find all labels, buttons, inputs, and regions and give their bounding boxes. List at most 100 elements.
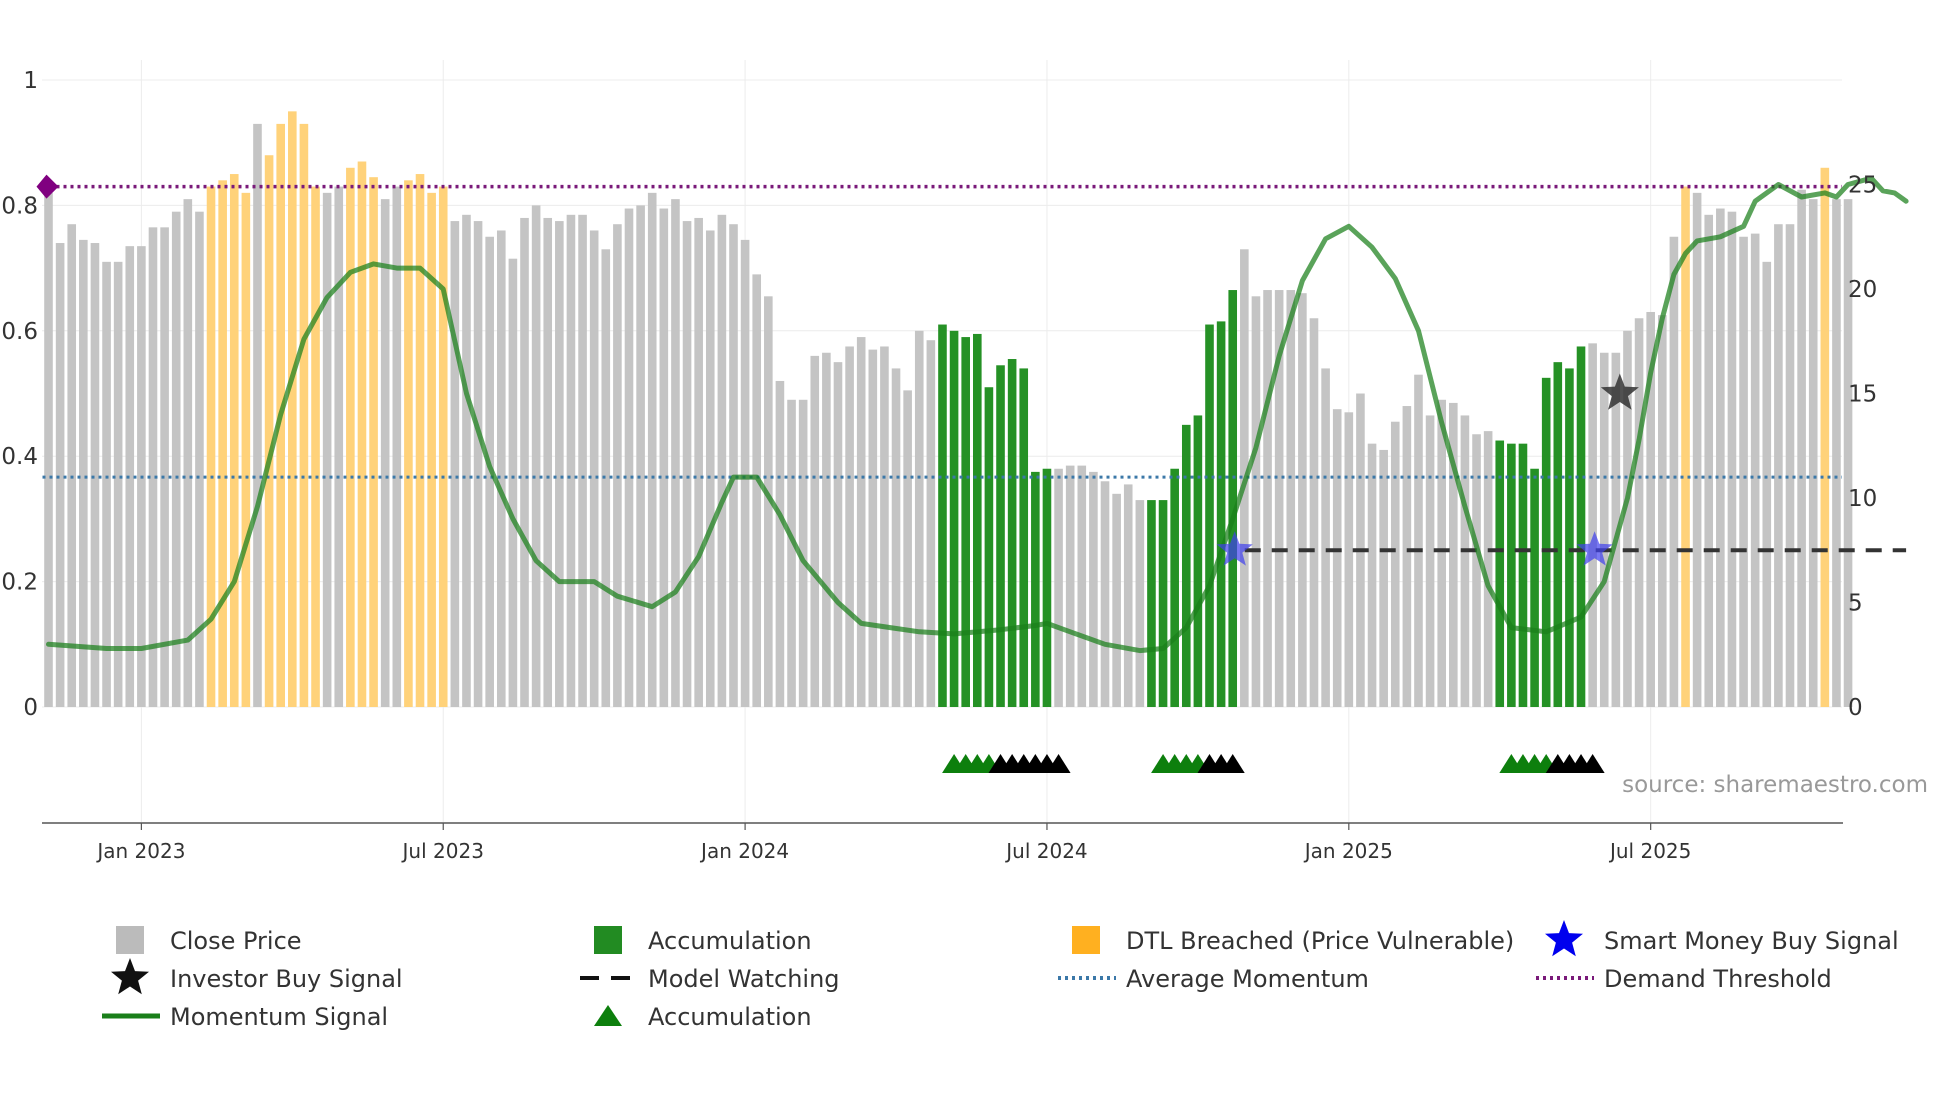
close-price-bar xyxy=(183,199,193,707)
accumulation-bar xyxy=(996,365,1005,707)
close-price-bar xyxy=(903,390,912,707)
legend-label: Accumulation xyxy=(648,927,812,955)
close-price-bar xyxy=(1634,318,1644,707)
x-tick-label: Jul 2023 xyxy=(401,839,484,863)
accumulation-bar xyxy=(1007,359,1017,707)
left-tick-label: 0.2 xyxy=(1,570,38,596)
close-price-bar xyxy=(694,217,703,707)
close-price-bar xyxy=(1274,290,1284,707)
close-price-bar xyxy=(171,211,181,708)
close-price-bar xyxy=(671,199,680,707)
close-price-bar xyxy=(253,123,262,707)
close-price-bar xyxy=(752,274,762,707)
close-price-bar xyxy=(1832,199,1841,707)
model-watching-triangle xyxy=(1580,754,1605,773)
close-price-bar xyxy=(1089,471,1098,707)
smart-money-buy-star xyxy=(1216,531,1253,566)
close-price-bar xyxy=(1100,481,1110,707)
dtl-breached-bar xyxy=(357,161,367,707)
right-tick-label: 0 xyxy=(1848,695,1863,721)
accumulation-bar xyxy=(1205,324,1214,707)
close-price-bar xyxy=(380,199,390,707)
close-price-bar xyxy=(1483,431,1493,707)
accumulation-bar xyxy=(1228,290,1238,707)
close-price-bar xyxy=(1054,468,1063,707)
close-price-bar xyxy=(775,380,785,707)
close-price-bar xyxy=(1449,402,1458,707)
accumulation-bar xyxy=(1518,443,1528,707)
close-price-bar xyxy=(531,205,541,707)
accumulation-bar xyxy=(1541,377,1551,707)
legend-triangle-icon xyxy=(594,1005,622,1026)
legend-swatch xyxy=(594,926,622,954)
dtl-breached-bar xyxy=(241,192,251,708)
close-price-bar xyxy=(1402,406,1412,707)
close-price-bar xyxy=(880,346,889,707)
x-tick-label: Jan 2024 xyxy=(699,839,789,863)
close-price-bar xyxy=(450,221,460,707)
close-price-bar xyxy=(1065,465,1075,707)
model-watching-triangle xyxy=(1220,754,1245,773)
close-price-bar xyxy=(462,214,471,707)
legend-item: Close Price xyxy=(116,926,302,955)
close-price-bar xyxy=(787,399,796,707)
dtl-breached-bar xyxy=(229,174,239,708)
accumulation-bar xyxy=(1147,500,1156,707)
legend-label: Average Momentum xyxy=(1126,965,1369,993)
close-price-bar xyxy=(729,224,738,707)
accumulation-bar xyxy=(1170,468,1179,707)
close-price-bar xyxy=(1367,443,1377,707)
close-price-bar xyxy=(1437,399,1446,707)
close-price-bar xyxy=(1739,236,1748,707)
legend-item: Investor Buy Signal xyxy=(111,958,403,995)
accumulation-bar xyxy=(1216,321,1226,707)
close-price-bar xyxy=(1344,412,1354,707)
close-price-bar xyxy=(1077,465,1087,707)
close-price-bar xyxy=(79,239,88,707)
dtl-breached-bar xyxy=(404,180,413,707)
close-price-bar xyxy=(1657,315,1667,707)
close-price-bar xyxy=(1797,189,1806,708)
left-tick-label: 0 xyxy=(23,695,38,721)
right-tick-label: 10 xyxy=(1848,486,1877,512)
close-price-bar xyxy=(566,214,576,707)
close-price-bar xyxy=(322,192,332,708)
close-price-bar xyxy=(1808,199,1818,707)
close-price-bar xyxy=(926,340,936,707)
close-price-bar xyxy=(589,230,599,708)
left-tick-label: 0.8 xyxy=(1,193,38,219)
close-price-bar xyxy=(1321,368,1330,707)
dtl-breached-bar xyxy=(415,174,425,708)
close-price-bar xyxy=(740,239,750,707)
close-price-bar xyxy=(1379,449,1388,707)
close-price-bar xyxy=(1390,421,1400,707)
legend-label: Momentum Signal xyxy=(170,1003,388,1031)
dtl-breached-bar xyxy=(427,192,436,708)
close-price-bar xyxy=(1704,214,1714,707)
close-price-bar xyxy=(856,337,866,707)
close-price-bar xyxy=(160,227,169,707)
legend-item: Smart Money Buy Signal xyxy=(1545,920,1899,957)
close-price-bar xyxy=(601,249,611,708)
close-price-bar xyxy=(636,205,645,707)
accumulation-bar xyxy=(1507,443,1516,707)
close-price-bar xyxy=(1332,409,1342,707)
source-label: source: sharemaestro.com xyxy=(1622,772,1928,798)
accumulation-bar xyxy=(973,333,982,707)
close-price-bar xyxy=(90,243,100,707)
close-price-bar xyxy=(1774,224,1783,707)
close-price-bar xyxy=(1716,208,1725,707)
dtl-breached-bar xyxy=(1820,167,1830,707)
smart-money-buy-star xyxy=(1576,531,1613,566)
close-price-bar xyxy=(705,230,715,708)
left-tick-label: 0.6 xyxy=(1,319,38,345)
accumulation-bar xyxy=(1193,415,1203,707)
legend-item: Accumulation xyxy=(594,1003,812,1031)
investor-buy-star xyxy=(1600,373,1639,410)
close-price-bar xyxy=(1112,493,1121,707)
close-price-bar xyxy=(543,217,553,707)
right-tick-label: 20 xyxy=(1848,277,1877,303)
accumulation-bar xyxy=(1158,500,1168,707)
close-price-bar xyxy=(624,208,634,707)
close-price-bar xyxy=(833,362,843,707)
